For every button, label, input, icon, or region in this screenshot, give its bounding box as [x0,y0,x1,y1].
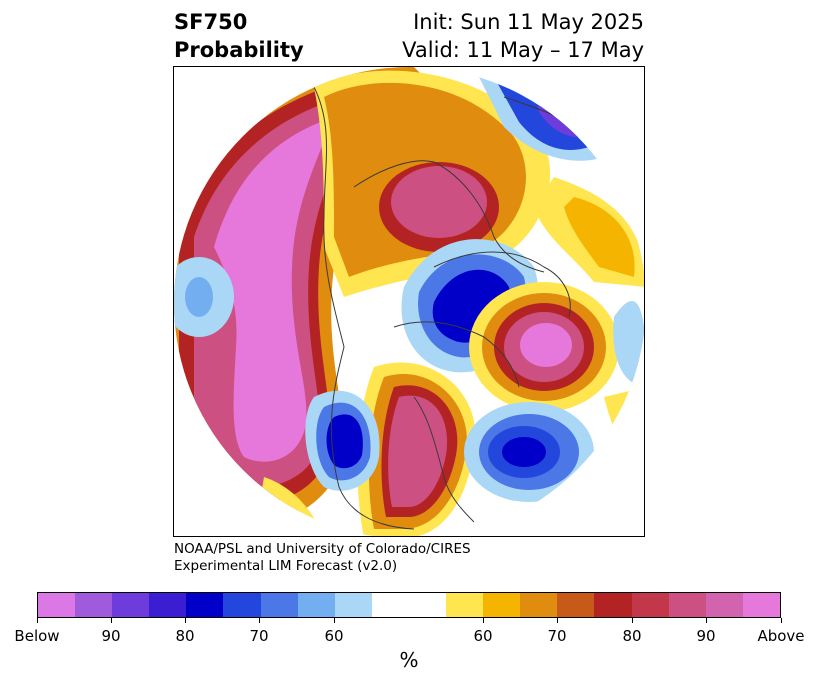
colorbar-tick-mark [111,618,112,623]
eurasia-above-east [534,177,644,287]
western-us-below-anomaly [305,390,380,491]
colorbar-segment [38,593,76,617]
colorbar-tick-mark [334,618,335,623]
variable-name: SF750 [174,10,248,34]
colorbar-segment [75,593,113,617]
colorbar-segment [334,593,372,617]
colorbar-tick-label: 60 [324,627,344,645]
probability-map [173,66,645,537]
credit-text: NOAA/PSL and University of Colorado/CIRE… [174,541,471,575]
map-title: SF750 Probability [174,8,304,64]
colorbar-tick-mark [483,618,484,623]
colorbar-tick-label: 80 [622,627,642,645]
colorbar-tick-label: Above [757,627,805,645]
colorbar-tick-label: 70 [249,627,269,645]
colorbar-tick-mark [185,618,186,623]
colorbar-tick-mark [632,618,633,623]
variable-subtitle: Probability [174,38,304,62]
colorbar-segment [149,593,187,617]
colorbar [37,592,781,618]
colorbar-tick-mark [557,618,558,623]
pacific-below-spot [174,257,234,337]
siberia-above-anomaly [314,70,551,297]
colorbar-segment [260,593,298,617]
init-date: Init: Sun 11 May 2025 [413,10,644,34]
colorbar-segment [371,593,409,617]
colorbar-segment [186,593,224,617]
colorbar-segment [557,593,595,617]
colorbar-segment [631,593,669,617]
colorbar-tick-mark [37,618,38,623]
credit-line-1: NOAA/PSL and University of Colorado/CIRE… [174,541,471,557]
colorbar-segment [483,593,521,617]
colorbar-segment [594,593,632,617]
colorbar-segment [223,593,261,617]
colorbar-tick-label: 70 [547,627,567,645]
colorbar-tick-label: 90 [696,627,716,645]
colorbar-tick-label: 80 [175,627,195,645]
valid-range: Valid: 11 May – 17 May [402,38,644,62]
atlantic-above-anomaly [469,282,619,412]
colorbar-segment [297,593,335,617]
colorbar-tick-label: Below [14,627,60,645]
colorbar-segment [742,593,780,617]
colorbar-segment [705,593,743,617]
colorbar-segment [668,593,706,617]
colorbar-tick-label: 60 [473,627,493,645]
colorbar-unit: % [399,648,419,672]
colorbar-tick-label: 90 [101,627,121,645]
credit-line-2: Experimental LIM Forecast (v2.0) [174,558,398,574]
colorbar-tick-mark [781,618,782,623]
colorbar-segment [520,593,558,617]
colorbar-tick-mark [259,618,260,623]
colorbar-segment [446,593,484,617]
coastlines [313,86,635,530]
atlantic-below-anomaly [464,402,594,502]
polar-projection-map [174,67,644,536]
colorbar-tick-mark [706,618,707,623]
forecast-dates: Init: Sun 11 May 2025 Valid: 11 May – 17… [402,8,644,64]
north-america-above-anomaly [357,362,476,536]
colorbar-segment [112,593,150,617]
colorbar-segment [408,593,447,617]
